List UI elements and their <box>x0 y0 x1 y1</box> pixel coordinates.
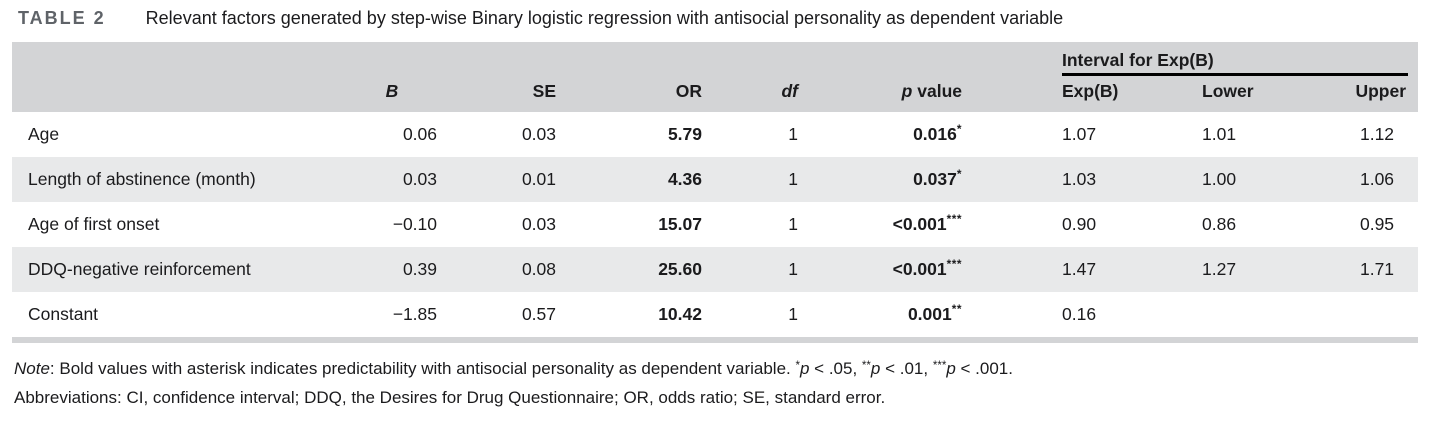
column-header-row: B SE OR df p value Exp(B) Lower Upper <box>12 76 1419 112</box>
cell-df: 1 <box>712 247 822 292</box>
sig-threshold-1: < .05, <box>809 359 862 378</box>
cell-or: 15.07 <box>658 214 702 234</box>
cell-expb: 1.03 <box>1050 157 1190 202</box>
cell-se: 0.08 <box>442 247 562 292</box>
p-value-number: 0.037 <box>913 169 957 189</box>
cell-or: 25.60 <box>562 247 712 292</box>
regression-table: Interval for Exp(B) B SE OR df p value E… <box>12 42 1419 337</box>
col-header-factor <box>12 76 342 112</box>
cell-p-value: <0.001*** <box>822 247 1050 292</box>
cell-p-value: 0.037* <box>822 157 1050 202</box>
note-body: : Bold values with asterisk indicates pr… <box>49 359 796 378</box>
cell-b: −0.10 <box>392 214 437 234</box>
p-value-number: <0.001 <box>892 214 947 234</box>
sig-threshold-3: < .001. <box>955 359 1013 378</box>
sig-stars-1: * <box>795 360 800 372</box>
col-group-header-interval-label: Interval for Exp(B) <box>1062 44 1409 76</box>
cell-b: 0.03 <box>342 157 442 202</box>
p-value-stars: ** <box>951 302 962 316</box>
p-value-stars: * <box>956 167 962 181</box>
p-value-number: 0.001 <box>907 304 952 324</box>
row-label: Length of abstinence (month) <box>12 157 342 202</box>
note-footnote: Note: Bold values with asterisk indicate… <box>14 354 1443 383</box>
cell-df: 1 <box>788 214 798 234</box>
sig-p-3: p <box>946 359 956 378</box>
row-label: Constant <box>28 304 99 324</box>
cell-se: 0.57 <box>521 304 556 324</box>
cell-b: 0.39 <box>342 247 442 292</box>
col-header-p-symbol: p <box>901 80 913 101</box>
sig-stars-2: ** <box>861 360 871 372</box>
col-header-lower: Lower <box>1190 76 1330 112</box>
cell-expb: 1.47 <box>1050 247 1190 292</box>
col-header-expb: Exp(B) <box>1050 76 1190 112</box>
sig-threshold-2: < .01, <box>880 359 933 378</box>
cell-se: 0.01 <box>442 157 562 202</box>
table-row: Age of first onset −0.10 0.03 15.07 1 <0… <box>12 202 1418 247</box>
cell-df: 1 <box>712 157 822 202</box>
row-label: Age <box>28 124 60 144</box>
cell-or: 10.42 <box>658 304 702 324</box>
col-header-upper: Upper <box>1330 76 1419 112</box>
p-value-number: <0.001 <box>892 259 947 279</box>
sig-p-1: p <box>799 359 810 378</box>
cell-p-value: 0.001** <box>822 292 1050 337</box>
note-label: Note <box>14 359 50 378</box>
cell-upper: 1.71 <box>1330 247 1419 292</box>
cell-upper: 1.12 <box>1359 124 1395 144</box>
table-row: Constant −1.85 0.57 10.42 1 0.001** 0.16 <box>12 292 1418 337</box>
cell-lower: 1.00 <box>1190 157 1330 202</box>
sig-p-2: p <box>870 359 881 378</box>
abbreviations-footnote: Abbreviations: CI, confidence interval; … <box>14 388 886 407</box>
row-label: DDQ-negative reinforcement <box>12 247 342 292</box>
cell-lower: 1.01 <box>1202 124 1237 144</box>
cell-expb: 0.90 <box>1062 214 1097 234</box>
table-title-row: TABLE 2 Relevant factors generated by st… <box>0 0 1443 29</box>
cell-upper <box>1330 292 1418 337</box>
table-number-label: TABLE 2 <box>18 8 106 28</box>
cell-expb: 1.07 <box>1062 124 1097 144</box>
p-value-stars: * <box>956 122 962 136</box>
table-caption: Relevant factors generated by step-wise … <box>145 8 1064 28</box>
cell-lower: 0.86 <box>1202 214 1237 234</box>
cell-expb: 0.16 <box>1062 304 1097 324</box>
col-header-or: OR <box>562 76 712 112</box>
p-value-stars: *** <box>946 257 962 271</box>
col-header-p-rest: value <box>912 80 962 101</box>
cell-or: 4.36 <box>562 157 712 202</box>
table-bottom-rule <box>12 337 1418 343</box>
cell-p-value: 0.016* <box>822 112 1050 157</box>
col-group-header-row: Interval for Exp(B) <box>12 42 1419 76</box>
table-footnotes: Note: Bold values with asterisk indicate… <box>14 354 1443 412</box>
col-header-df: df <box>712 76 822 112</box>
cell-df: 1 <box>788 124 798 144</box>
cell-se: 0.03 <box>521 214 556 234</box>
table-row: Length of abstinence (month) 0.03 0.01 4… <box>12 157 1419 202</box>
cell-lower <box>1190 292 1330 337</box>
cell-b: 0.06 <box>402 124 437 144</box>
col-header-se: SE <box>442 76 562 112</box>
col-header-p-value: p value <box>822 76 1050 112</box>
p-value-number: 0.016 <box>913 124 957 144</box>
col-header-b: B <box>342 76 442 112</box>
p-value-stars: *** <box>946 212 962 226</box>
row-label: Age of first onset <box>28 214 160 234</box>
col-group-header-interval: Interval for Exp(B) <box>1050 42 1419 76</box>
cell-b: −1.85 <box>392 304 437 324</box>
table-row: Age 0.06 0.03 5.79 1 0.016* 1.07 1.01 1.… <box>12 112 1418 157</box>
cell-lower: 1.27 <box>1190 247 1330 292</box>
cell-p-value: <0.001*** <box>822 202 1050 247</box>
sig-stars-3: *** <box>932 360 947 372</box>
table-row: DDQ-negative reinforcement 0.39 0.08 25.… <box>12 247 1419 292</box>
cell-upper: 0.95 <box>1359 214 1395 234</box>
col-group-header-spacer <box>12 42 1050 76</box>
cell-upper: 1.06 <box>1330 157 1419 202</box>
cell-or: 5.79 <box>667 124 702 144</box>
cell-df: 1 <box>788 304 798 324</box>
cell-se: 0.03 <box>521 124 556 144</box>
